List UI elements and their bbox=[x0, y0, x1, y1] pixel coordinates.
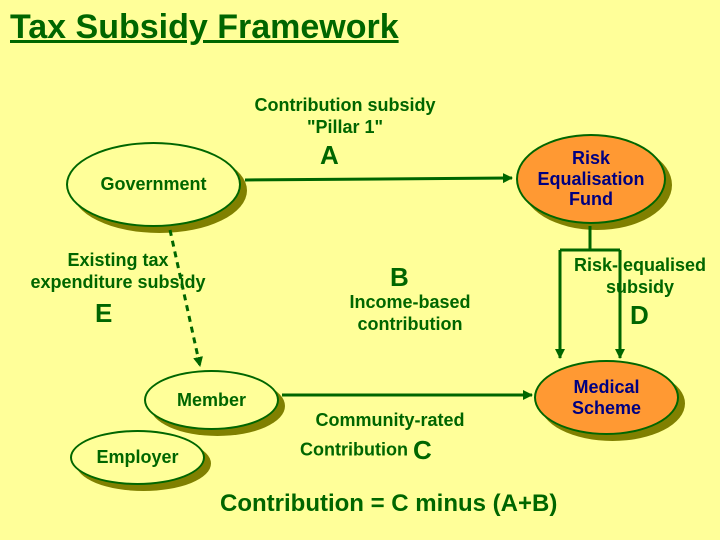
letter-e: E bbox=[95, 298, 112, 329]
text: Medical bbox=[573, 377, 639, 397]
risk-equalised-label: Risk- equalised subsidy bbox=[560, 255, 720, 298]
employer-node: Employer bbox=[70, 430, 205, 485]
letter-c: C bbox=[413, 435, 432, 465]
text: Risk bbox=[572, 148, 610, 168]
text: Existing tax bbox=[67, 250, 168, 270]
text: contribution bbox=[358, 314, 463, 334]
letter-a: A bbox=[320, 140, 339, 171]
community-rated-label: Community-rated bbox=[290, 410, 490, 432]
text: Contribution subsidy bbox=[255, 95, 436, 115]
text: Equalisation bbox=[537, 169, 644, 189]
page-title: Tax Subsidy Framework bbox=[10, 8, 399, 47]
member-node: Member bbox=[144, 370, 279, 430]
arrow-a bbox=[245, 178, 512, 180]
text: Scheme bbox=[572, 398, 641, 418]
text: "Pillar 1" bbox=[307, 117, 383, 137]
text: subsidy bbox=[606, 277, 674, 297]
text: expenditure subsidy bbox=[30, 272, 205, 292]
text: Income-based bbox=[349, 292, 470, 312]
formula-label: Contribution = C minus (A+B) bbox=[220, 490, 557, 519]
text: Government bbox=[100, 174, 206, 195]
existing-tax-label: Existing tax expenditure subsidy bbox=[18, 250, 218, 293]
letter-d: D bbox=[630, 300, 649, 331]
text: Member bbox=[177, 390, 246, 411]
contribution-c-label: Contribution C bbox=[300, 435, 432, 466]
text: Fund bbox=[569, 189, 613, 209]
text: Risk- equalised bbox=[574, 255, 706, 275]
text: Employer bbox=[96, 447, 178, 468]
contribution-subsidy-label: Contribution subsidy "Pillar 1" bbox=[230, 95, 460, 138]
risk-fund-node: Risk Equalisation Fund bbox=[516, 134, 666, 224]
government-node: Government bbox=[66, 142, 241, 227]
text: Contribution bbox=[300, 439, 408, 459]
income-based-label: Income-based contribution bbox=[330, 292, 490, 335]
letter-b: B bbox=[390, 262, 409, 293]
medical-scheme-node: Medical Scheme bbox=[534, 360, 679, 435]
